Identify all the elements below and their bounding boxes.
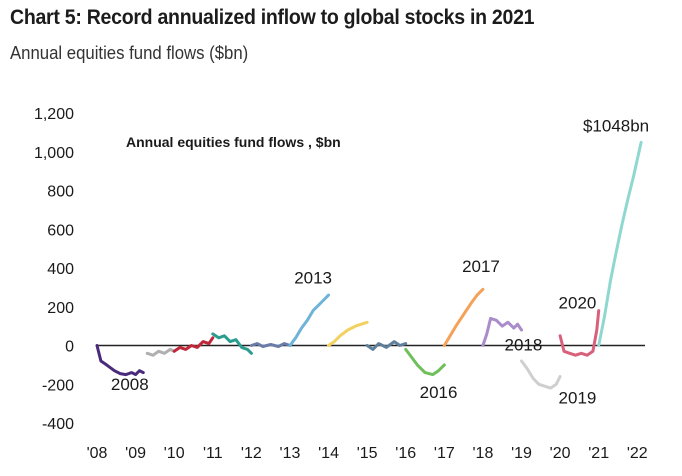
- x-tick-label: '19: [511, 445, 532, 462]
- x-tick-label: '08: [87, 445, 108, 462]
- y-tick-label: 800: [47, 184, 74, 201]
- series-line-2012: [249, 342, 292, 348]
- x-tick-label: '09: [125, 445, 146, 462]
- x-tick-label: '15: [357, 445, 378, 462]
- chart-title: Chart 5: Record annualized inflow to glo…: [10, 6, 535, 29]
- series-line-2016: [404, 347, 446, 377]
- series-line-2017: [442, 287, 485, 347]
- x-axis-tick-labels: '08 '09 '10 '11 '12 '13 '14 '15 '16 '17 '18 '19 '20 '…: [87, 445, 648, 462]
- series-line-2008: [95, 344, 145, 377]
- series-line-2013: [288, 293, 330, 347]
- x-tick-label: '20: [550, 445, 571, 462]
- series-annotations: 2008 2013 2016 2017 2018 2019 2020 $1048bn: [111, 116, 649, 407]
- annotation-label: $1048bn: [583, 116, 649, 135]
- x-tick-label: '16: [395, 445, 416, 462]
- x-tick-label: '17: [434, 445, 455, 462]
- inner-chart-title: Annual equities fund flows , $bn: [126, 134, 341, 150]
- y-axis-tick-labels: 1,200 1,000 800 600 400 200 0 -200 -400: [34, 106, 74, 433]
- y-tick-label: -200: [42, 377, 74, 394]
- series-line-2009: [145, 347, 176, 357]
- series-line-2020: [558, 309, 601, 357]
- x-tick-label: '22: [627, 445, 648, 462]
- y-tick-label: -400: [42, 416, 74, 433]
- annotation-label: 2016: [420, 383, 458, 402]
- x-tick-label: '14: [318, 445, 339, 462]
- series-lines: [95, 140, 643, 390]
- y-tick-label: 1,000: [34, 145, 74, 162]
- x-tick-label: '10: [164, 445, 185, 462]
- x-tick-label: '18: [472, 445, 493, 462]
- y-tick-label: 400: [47, 261, 74, 278]
- y-tick-label: 200: [47, 300, 74, 317]
- series-line-2019: [520, 359, 562, 390]
- y-tick-label: 1,200: [34, 106, 74, 123]
- y-tick-label: 600: [47, 222, 74, 239]
- series-line-2014: [327, 320, 369, 347]
- annotation-label: 2020: [559, 294, 597, 313]
- y-tick-label: 0: [65, 339, 74, 356]
- annotation-label: 2013: [294, 269, 332, 288]
- series-line-2021: [597, 140, 643, 347]
- annotation-label: 2017: [462, 257, 500, 276]
- x-tick-label: '12: [241, 445, 262, 462]
- annotation-label: 2008: [111, 375, 149, 394]
- series-line-2011: [211, 332, 253, 355]
- annotation-label: 2019: [559, 389, 597, 408]
- x-tick-label: '11: [203, 445, 223, 462]
- annotation-label: 2018: [505, 335, 543, 354]
- x-tick-label: '13: [280, 445, 301, 462]
- series-line-2018: [481, 316, 523, 347]
- series-line-2010: [172, 336, 215, 353]
- x-tick-label: '21: [588, 445, 609, 462]
- chart-subtitle: Annual equities fund flows ($bn): [10, 43, 249, 63]
- series-line-2015: [365, 340, 408, 351]
